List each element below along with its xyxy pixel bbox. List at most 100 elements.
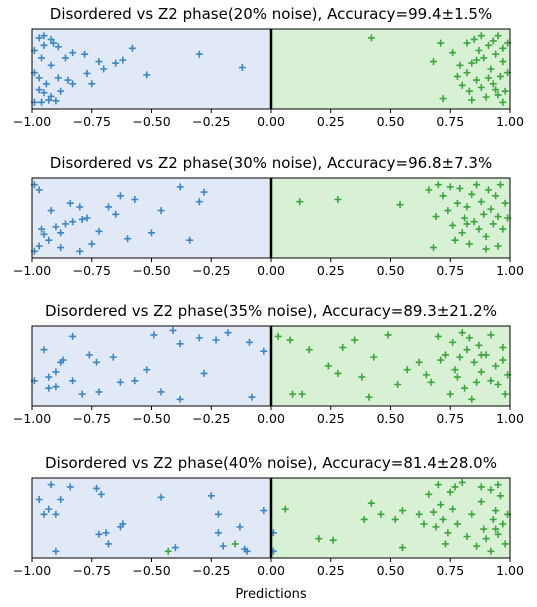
- marker-disordered: [66, 483, 74, 491]
- marker-Z2: [463, 220, 471, 228]
- marker-Z2: [305, 346, 313, 354]
- x-tick-label: −0.50: [132, 411, 170, 426]
- marker-disordered: [57, 496, 65, 503]
- subplot-4: Disordered vs Z2 phase(40% noise), Accur…: [13, 454, 524, 578]
- x-tick-label: 0.00: [257, 563, 285, 578]
- x-tick-label: 0.25: [317, 411, 345, 426]
- marker-disordered: [236, 523, 244, 531]
- marker-Z2: [377, 510, 385, 518]
- marker-Z2: [492, 362, 500, 370]
- marker-Z2: [489, 220, 497, 228]
- marker-Z2: [468, 395, 476, 403]
- marker-disordered: [47, 35, 55, 43]
- marker-Z2: [484, 74, 492, 82]
- marker-disordered: [45, 96, 53, 104]
- marker-disordered: [219, 542, 227, 550]
- marker-Z2: [492, 507, 500, 515]
- marker-Z2: [458, 478, 466, 486]
- marker-Z2: [489, 80, 497, 88]
- marker-Z2: [420, 520, 428, 528]
- marker-disordered: [85, 351, 93, 359]
- marker-Z2: [473, 76, 481, 84]
- marker-Z2: [391, 515, 399, 523]
- marker-Z2: [477, 483, 485, 491]
- marker-Z2: [334, 196, 342, 203]
- marker-Z2: [437, 39, 445, 47]
- marker-disordered: [95, 227, 103, 235]
- marker-Z2: [432, 213, 440, 221]
- x-tick-label: 0.00: [257, 411, 285, 426]
- marker-Z2: [334, 369, 342, 377]
- marker-disordered: [69, 49, 77, 57]
- marker-Z2: [422, 371, 430, 379]
- marker-disordered: [47, 207, 55, 215]
- marker-disordered: [35, 186, 43, 194]
- marker-Z2: [425, 186, 433, 194]
- marker-Z2: [494, 481, 502, 489]
- marker-Z2: [430, 244, 438, 252]
- marker-Z2: [446, 488, 454, 496]
- marker-Z2: [451, 366, 459, 374]
- marker-Z2: [456, 61, 464, 69]
- subplot-3: Disordered vs Z2 phase(35% noise), Accur…: [13, 302, 524, 426]
- marker-Z2: [499, 520, 507, 528]
- marker-Z2: [434, 332, 442, 340]
- marker-Z2: [449, 505, 457, 513]
- marker-disordered: [69, 332, 77, 340]
- marker-Z2: [487, 331, 495, 339]
- marker-disordered: [157, 207, 165, 215]
- marker-Z2: [384, 331, 392, 339]
- marker-disordered: [150, 331, 158, 339]
- marker-Z2: [439, 95, 447, 103]
- marker-disordered: [40, 346, 48, 354]
- marker-Z2: [484, 41, 492, 49]
- marker-Z2: [496, 181, 504, 189]
- marker-disordered: [83, 214, 91, 222]
- marker-Z2: [475, 341, 483, 349]
- marker-Z2: [437, 501, 445, 509]
- marker-disordered: [76, 247, 84, 255]
- marker-disordered: [260, 507, 268, 515]
- x-tick-label: −0.25: [192, 411, 230, 426]
- marker-Z2: [482, 535, 490, 543]
- marker-disordered: [243, 547, 251, 555]
- marker-Z2: [456, 184, 464, 192]
- marker-Z2: [499, 44, 507, 52]
- marker-Z2: [499, 344, 507, 351]
- marker-Z2: [475, 47, 483, 54]
- marker-Z2: [473, 181, 481, 189]
- marker-Z2: [298, 390, 306, 398]
- x-tick-label: −0.75: [73, 114, 111, 129]
- marker-disordered: [102, 529, 110, 537]
- marker-disordered: [95, 58, 103, 66]
- marker-disordered: [52, 510, 60, 518]
- marker-Z2: [449, 338, 457, 346]
- marker-disordered: [97, 490, 105, 498]
- marker-disordered: [93, 358, 101, 366]
- marker-Z2: [475, 225, 483, 233]
- marker-disordered: [69, 377, 77, 385]
- marker-disordered: [57, 87, 65, 95]
- x-tick-label: 0.50: [377, 411, 405, 426]
- marker-Z2: [480, 525, 488, 533]
- marker-Z2: [473, 56, 481, 64]
- marker-Z2: [480, 54, 488, 62]
- marker-Z2: [494, 32, 502, 40]
- marker-Z2: [444, 207, 452, 215]
- marker-disordered: [38, 54, 46, 62]
- marker-Z2: [394, 381, 402, 388]
- marker-Z2: [396, 201, 404, 209]
- marker-Z2: [367, 34, 375, 42]
- x-tick-label: 0.00: [257, 263, 285, 278]
- marker-disordered: [42, 80, 50, 88]
- marker-Z2: [351, 336, 359, 344]
- marker-Z2: [415, 510, 423, 518]
- marker-disordered: [47, 481, 55, 489]
- subplot-title: Disordered vs Z2 phase(30% noise), Accur…: [50, 154, 492, 172]
- x-tick-label: −1.00: [13, 263, 51, 278]
- marker-disordered: [260, 347, 268, 355]
- x-tick-label: 0.25: [317, 263, 345, 278]
- x-tick-label: 1.00: [496, 263, 524, 278]
- marker-disordered: [83, 69, 91, 77]
- marker-disordered: [54, 74, 62, 82]
